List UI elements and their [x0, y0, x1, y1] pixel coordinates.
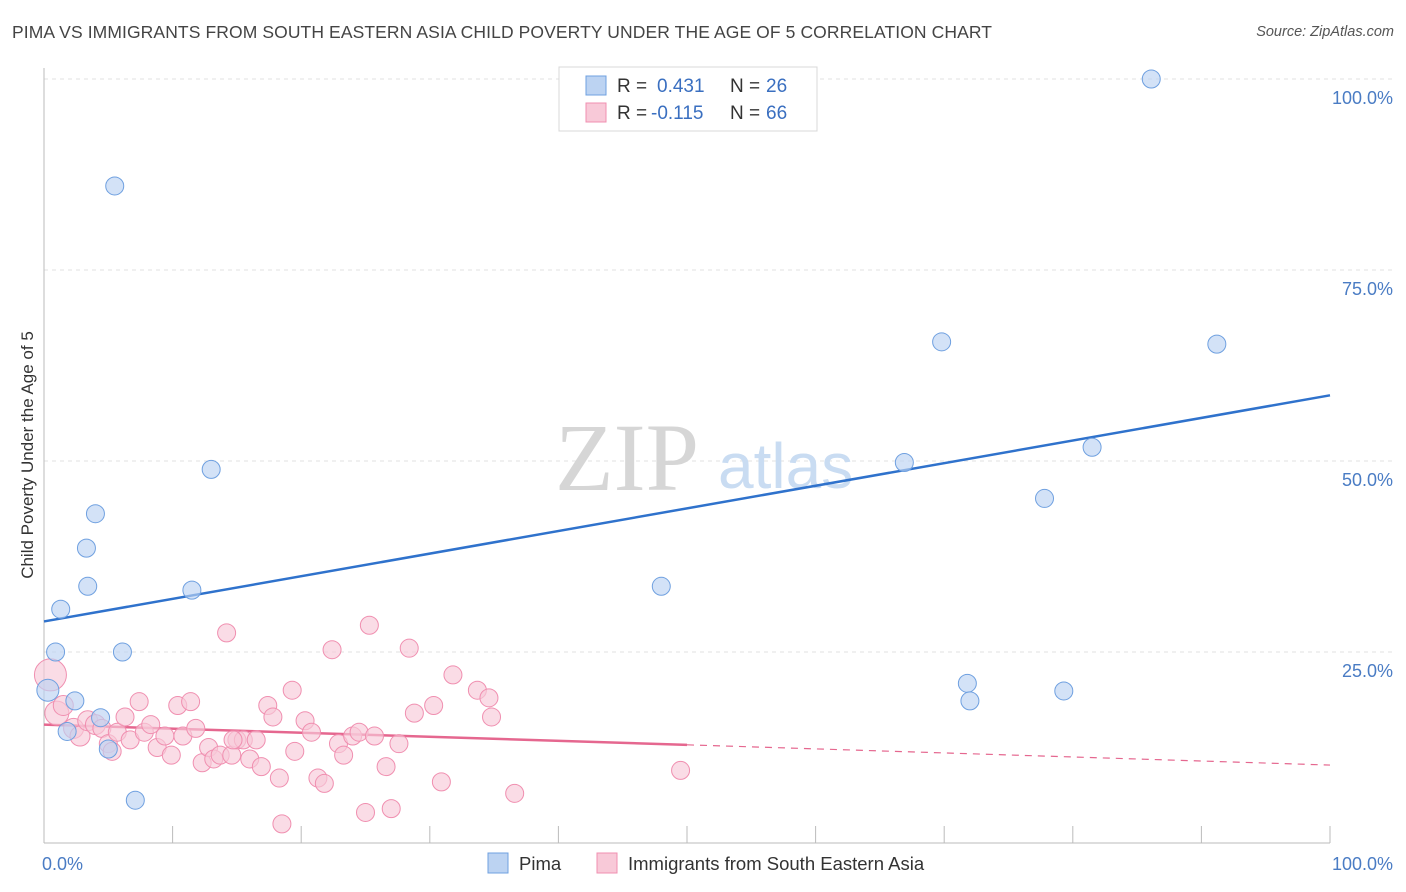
immigrants-point [272, 814, 292, 834]
chart-title: PIMA VS IMMIGRANTS FROM SOUTH EASTERN AS… [12, 22, 993, 42]
pima-point [78, 576, 98, 596]
pima-point [98, 739, 118, 759]
pima-point [651, 576, 671, 596]
axes [43, 68, 1331, 844]
immigrants-point [246, 730, 266, 750]
immigrants-point [443, 665, 463, 685]
data-points [33, 69, 1227, 834]
immigrants-point [115, 707, 135, 727]
bottom-legend-swatch-immigrants [596, 852, 618, 874]
correlation-legend: R = 0.431 N = 26 R = -0.115 N = 66 [558, 66, 818, 132]
pima-point [1141, 69, 1161, 89]
bottom-legend-swatch-pima [487, 852, 509, 874]
pima-point [112, 642, 132, 662]
pima-trend-line [43, 394, 1331, 623]
pima-point [65, 691, 85, 711]
immigrants-point [505, 783, 525, 803]
watermark: ZIP atlas [555, 404, 853, 511]
legend-n-value-pima: 26 [766, 76, 787, 97]
pima-point [894, 453, 914, 473]
immigrants-point [376, 757, 396, 777]
tick-labels: 0.0% 100.0% 25.0% 50.0% 75.0% 100.0% [42, 88, 1393, 874]
pima-point [1035, 488, 1055, 508]
immigrants-point [381, 799, 401, 819]
pima-point [57, 721, 77, 741]
immigrants-point [263, 707, 283, 727]
immigrants-point [389, 734, 409, 754]
immigrants-point [129, 692, 149, 712]
x-tick-label-left: 0.0% [42, 854, 83, 874]
immigrants-point [399, 638, 419, 658]
legend-n-label-immigrants: N = [730, 103, 760, 124]
series-legend: Pima Immigrants from South Eastern Asia [487, 852, 925, 874]
pima-point [105, 176, 125, 196]
watermark-zip: ZIP [555, 404, 699, 511]
pima-point [51, 599, 71, 619]
immigrants-point [269, 768, 289, 788]
immigrants-point [186, 718, 206, 738]
immigrants-point [424, 695, 444, 715]
pima-point [85, 504, 105, 524]
pima-point [46, 642, 66, 662]
immigrants-point [181, 692, 201, 712]
immigrants-point [365, 726, 385, 746]
immigrants-point [282, 680, 302, 700]
pima-point [960, 691, 980, 711]
immigrants-point [482, 707, 502, 727]
legend-r-label-pima: R = [617, 76, 647, 97]
immigrants-point [359, 615, 379, 635]
immigrants-point [431, 772, 451, 792]
pima-point [201, 459, 221, 479]
immigrants-point [301, 722, 321, 742]
immigrants-point [404, 703, 424, 723]
immigrants-point [322, 640, 342, 660]
bottom-legend-label-immigrants: Immigrants from South Eastern Asia [628, 853, 925, 874]
immigrants-point [223, 730, 243, 750]
y-tick-label: 50.0% [1342, 470, 1393, 490]
legend-r-value-immigrants: -0.115 [651, 103, 703, 124]
legend-swatch-pima [585, 75, 607, 96]
pima-point [1082, 437, 1102, 457]
immigrants-point [161, 745, 181, 765]
y-tick-label: 25.0% [1342, 661, 1393, 681]
legend-swatch-immigrants [585, 102, 607, 123]
immigrants-point [285, 741, 305, 761]
immigrants-point [251, 757, 271, 777]
y-tick-label: 75.0% [1342, 279, 1393, 299]
immigrants-point [356, 802, 375, 822]
pima-point [957, 673, 977, 693]
y-tick-label: 100.0% [1332, 88, 1393, 108]
bottom-legend-label-pima: Pima [519, 853, 562, 874]
grid-lines [44, 78, 1393, 653]
legend-n-value-immigrants: 66 [766, 103, 787, 124]
pima-point [182, 580, 202, 600]
pima-point [76, 538, 96, 558]
pima-point [1054, 681, 1074, 701]
legend-n-label-pima: N = [730, 76, 760, 97]
immigrants-trend-line-extension [686, 744, 1331, 766]
immigrants-point [334, 745, 354, 765]
immigrants-point [217, 623, 237, 643]
pima-point [36, 678, 60, 702]
pima-point [1207, 334, 1227, 354]
immigrants-point [141, 715, 161, 735]
pima-point [91, 708, 111, 728]
immigrants-point [479, 688, 499, 708]
immigrants-point [671, 760, 691, 780]
pima-point [932, 332, 952, 352]
legend-r-value-pima: 0.431 [657, 76, 705, 97]
legend-r-label-immigrants: R = [617, 103, 647, 124]
pima-point [125, 790, 145, 810]
immigrants-point [155, 726, 175, 746]
source-label: Source: ZipAtlas.com [1256, 24, 1394, 40]
immigrants-point [314, 773, 334, 793]
x-tick-label-right: 100.0% [1332, 854, 1393, 874]
